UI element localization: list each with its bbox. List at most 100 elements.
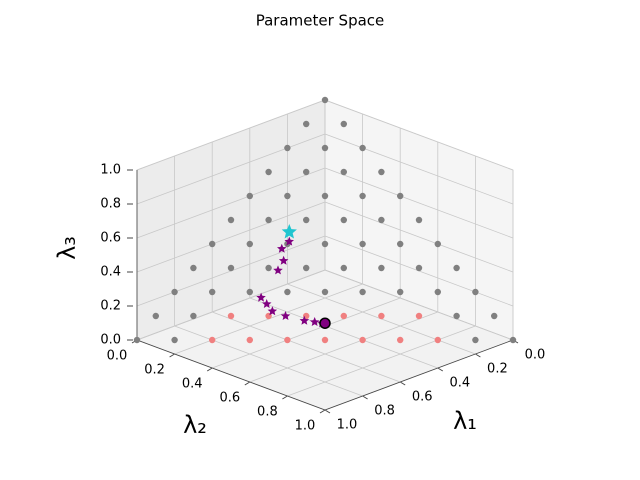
y-tick-label: 1.0	[295, 419, 316, 434]
point	[284, 336, 291, 344]
x-tick	[324, 409, 331, 414]
point	[321, 240, 329, 248]
z-tick-label: 0.4	[100, 265, 121, 280]
x-tick-label: 1.0	[337, 418, 358, 433]
grid-line	[287, 325, 476, 397]
point	[209, 336, 216, 344]
point	[133, 336, 141, 344]
z-tick-label: 0.6	[100, 231, 121, 246]
point	[397, 240, 404, 248]
point	[284, 144, 291, 152]
point	[491, 312, 498, 320]
point	[378, 216, 385, 224]
point	[277, 243, 287, 253]
grid-line	[249, 297, 438, 369]
y-tick	[319, 409, 326, 414]
grid-line	[212, 297, 401, 369]
point	[227, 264, 235, 272]
z-tick-label: 0.0	[100, 333, 121, 348]
x-tick	[399, 381, 406, 386]
point	[321, 336, 329, 344]
point	[246, 288, 253, 296]
point	[246, 192, 253, 200]
point	[415, 264, 423, 272]
y-tick-label: 0.0	[107, 349, 128, 364]
point	[415, 216, 423, 224]
point	[190, 264, 197, 272]
grid-line	[136, 133, 326, 205]
point	[321, 96, 329, 104]
grid-line	[249, 311, 438, 383]
point	[321, 192, 329, 200]
grid-line	[212, 311, 401, 383]
point	[171, 336, 178, 344]
x-tick-label: 0.2	[487, 362, 508, 377]
grid-line	[136, 99, 326, 171]
point	[209, 240, 216, 248]
point	[359, 192, 366, 200]
point	[278, 255, 289, 265]
point	[265, 216, 272, 224]
x-tick-label: 0.6	[412, 390, 433, 405]
point	[246, 240, 253, 248]
y-tick	[169, 353, 175, 358]
y-tick	[206, 367, 213, 372]
point	[359, 288, 366, 296]
y-tick-label: 0.4	[182, 377, 203, 392]
point	[303, 216, 310, 224]
axis-line	[324, 339, 514, 411]
point	[359, 240, 366, 248]
point	[340, 312, 347, 320]
y-tick-label: 0.8	[257, 405, 278, 420]
x-tick	[475, 353, 481, 358]
grid-line	[324, 167, 514, 239]
point	[397, 336, 404, 344]
point	[303, 264, 310, 272]
x-axis-label: λ₁	[453, 407, 477, 435]
point	[281, 224, 297, 239]
point	[472, 288, 479, 296]
x-tick-label: 0.4	[449, 376, 470, 391]
point	[227, 216, 235, 224]
point	[319, 317, 331, 329]
point	[397, 288, 404, 296]
grid-line	[324, 99, 514, 171]
point	[378, 312, 385, 320]
point	[321, 288, 329, 296]
grid-line	[324, 201, 514, 273]
point	[309, 317, 320, 326]
point	[340, 120, 347, 128]
point	[171, 288, 178, 296]
point	[299, 315, 310, 325]
point	[340, 168, 347, 176]
grid-line	[174, 325, 363, 397]
chart-title: Parameter Space	[256, 12, 385, 30]
grid-line	[136, 269, 326, 341]
point	[190, 312, 197, 320]
point	[284, 192, 291, 200]
x-tick-label: 0.8	[374, 404, 395, 419]
z-axis-label: λ₃	[53, 236, 81, 260]
y-tick	[244, 381, 251, 386]
point	[472, 336, 479, 344]
grid-line	[136, 167, 326, 239]
point	[378, 264, 385, 272]
x-tick-label: 0.0	[525, 348, 546, 363]
point	[227, 312, 235, 320]
grid-line	[324, 133, 514, 205]
point	[415, 312, 423, 320]
point	[265, 264, 272, 272]
y-tick-label: 0.6	[219, 391, 240, 406]
point	[267, 306, 278, 316]
point	[262, 299, 272, 308]
x-tick	[362, 395, 368, 400]
point	[397, 192, 404, 200]
point	[303, 168, 310, 176]
point	[246, 336, 253, 344]
z-tick-label: 1.0	[100, 163, 121, 178]
point	[434, 288, 441, 296]
point	[340, 216, 347, 224]
point	[265, 168, 272, 176]
y-axis-label: λ₂	[183, 411, 207, 439]
